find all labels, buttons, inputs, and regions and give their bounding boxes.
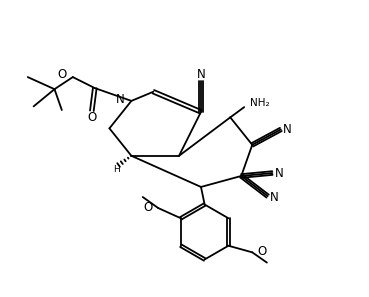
Text: O: O — [144, 201, 153, 214]
Text: N: N — [275, 167, 283, 180]
Text: N: N — [270, 192, 279, 204]
Text: N: N — [283, 123, 292, 136]
Text: NH₂: NH₂ — [251, 98, 270, 108]
Text: H: H — [113, 165, 120, 174]
Text: O: O — [57, 68, 66, 81]
Text: O: O — [257, 245, 267, 258]
Text: O: O — [87, 111, 96, 124]
Text: N: N — [197, 68, 206, 81]
Text: N: N — [116, 93, 125, 105]
